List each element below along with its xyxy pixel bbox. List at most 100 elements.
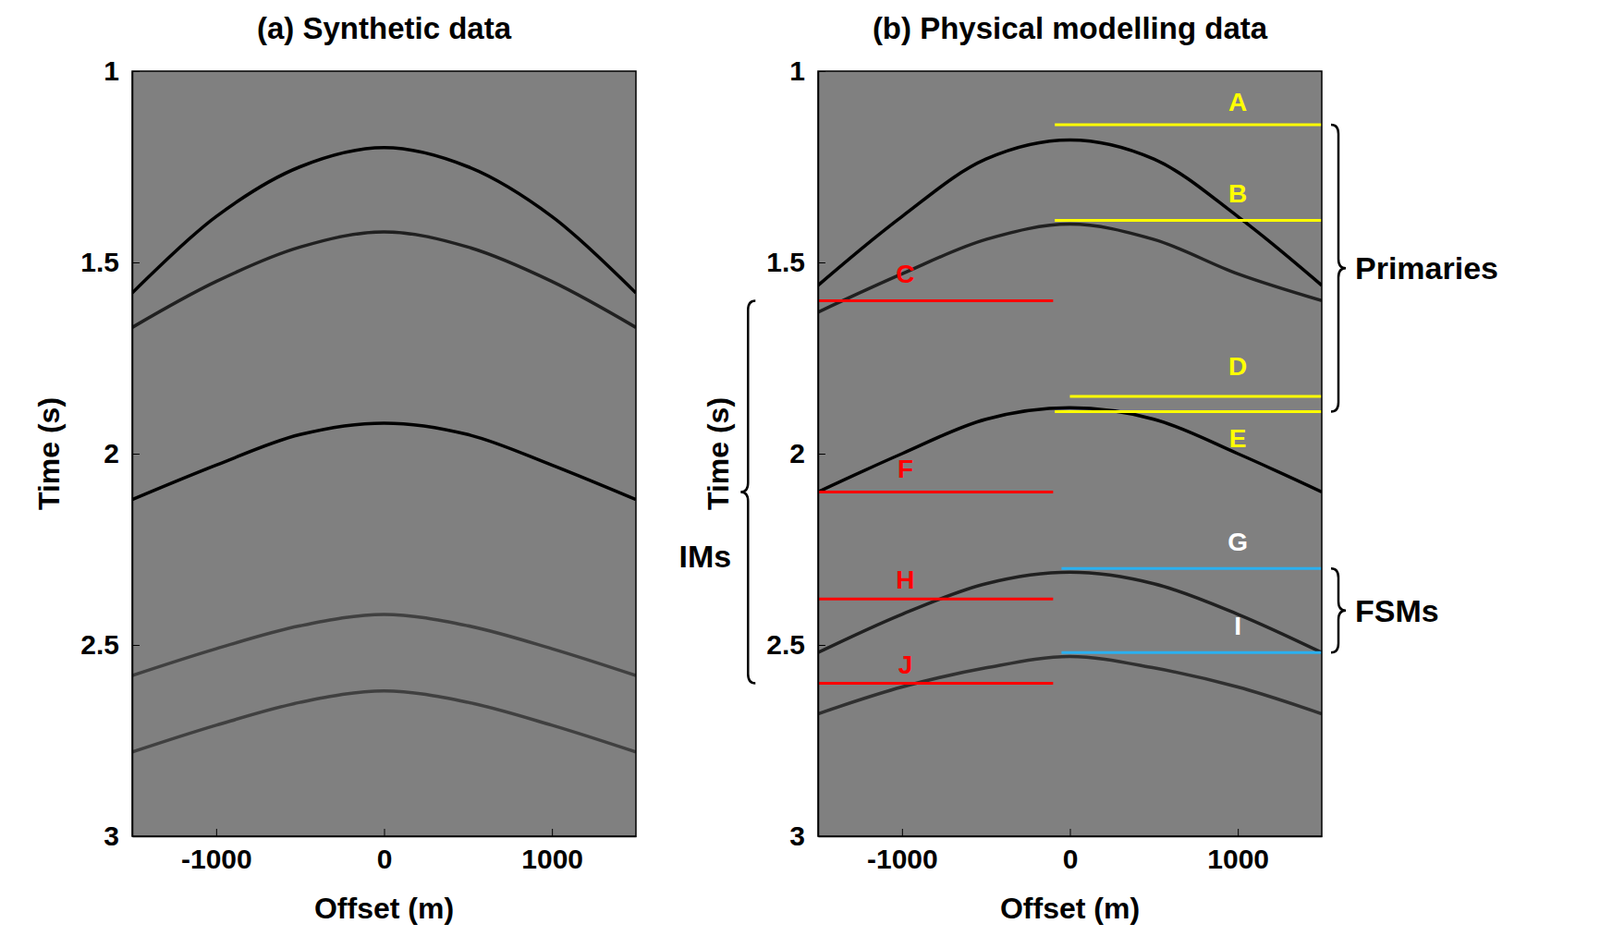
marker-line — [1054, 219, 1322, 222]
annotation: G — [1227, 527, 1248, 557]
marker-line — [1061, 651, 1322, 655]
tick: 1 — [103, 55, 140, 86]
tick-label: 0 — [1062, 843, 1079, 875]
tick-label: -1000 — [181, 843, 253, 875]
tick: 3 — [789, 820, 826, 852]
tick: 1 — [789, 55, 826, 86]
marker-line — [818, 598, 1053, 601]
event-line — [132, 232, 636, 329]
tick: 1000 — [521, 829, 584, 875]
tick-mark — [384, 829, 386, 837]
event-line — [132, 423, 636, 501]
panel: -1000 0 1000 1 1.5 2 2.5 3 (a) Synthetic data Off… — [32, 11, 636, 926]
event-line — [132, 614, 636, 676]
bracket — [740, 300, 756, 684]
tick-mark — [818, 71, 826, 73]
marker-line — [1061, 567, 1322, 571]
tick-label: 3 — [789, 820, 806, 852]
event-line — [818, 572, 1322, 653]
plot-frame — [818, 71, 1322, 837]
tick: 2.5 — [80, 629, 140, 660]
x-axis: -1000 0 1000 — [133, 829, 637, 875]
tick-label: 2.5 — [766, 629, 806, 660]
tick-label: 1 — [789, 55, 806, 86]
tick-mark — [1237, 829, 1239, 837]
event-line — [818, 407, 1322, 492]
annotation: J — [898, 650, 914, 680]
plot-area — [818, 124, 1322, 715]
tick: 1.5 — [80, 246, 140, 278]
bracket-label: Primaries — [1355, 250, 1499, 286]
panel: -10000100011.522.53(b) Physical modellin… — [679, 11, 1499, 926]
plot-area — [132, 147, 636, 753]
tick-mark — [132, 262, 140, 264]
tick-label: 1.5 — [80, 246, 120, 278]
figure: -1000 0 1000 1 1.5 2 2.5 3 (a) Synthetic data Off… — [0, 0, 1600, 936]
tick: -1000 — [181, 829, 253, 875]
plot-background — [132, 71, 636, 837]
marker-line — [1070, 394, 1323, 398]
tick-mark — [818, 453, 826, 455]
tick: 1.5 — [766, 246, 826, 278]
tick-label: -1000 — [867, 843, 939, 875]
tick-label: 0 — [377, 843, 393, 875]
y-axis-title: Time (s) — [701, 397, 735, 511]
marker-line — [818, 299, 1053, 303]
tick-mark — [818, 262, 826, 264]
tick-mark — [1070, 829, 1072, 837]
annotation: D — [1228, 352, 1247, 381]
tick: 2 — [103, 438, 140, 469]
plot-background — [818, 71, 1322, 837]
tick-mark — [132, 836, 140, 838]
marker-line — [1054, 122, 1322, 126]
x-axis-title: Offset (m) — [1000, 891, 1140, 926]
tick-mark — [132, 453, 140, 455]
marker-line — [818, 490, 1053, 494]
event-line — [818, 224, 1322, 313]
bracket — [1331, 124, 1346, 413]
marker-line — [818, 682, 1053, 685]
annotation: F — [897, 454, 914, 484]
y-axis-title: Time (s) — [32, 397, 66, 511]
annotation: I — [1233, 611, 1242, 641]
annotation: E — [1229, 424, 1247, 453]
event-line — [818, 656, 1322, 714]
marker-line — [1054, 410, 1322, 414]
tick-label: 2 — [789, 438, 806, 469]
bracket-label: IMs — [679, 538, 733, 575]
tick: 2.5 — [766, 629, 826, 660]
tick-mark — [132, 71, 140, 73]
tick-mark — [818, 645, 826, 647]
plot-frame — [132, 71, 636, 837]
tick-label: 2 — [103, 438, 120, 469]
tick-label: 1000 — [521, 843, 584, 875]
y-axis: 1 1.5 2 2.5 3 — [80, 55, 140, 852]
event-line — [132, 147, 636, 294]
annotation: H — [895, 565, 915, 595]
tick: 3 — [103, 820, 140, 852]
tick-label: 1 — [103, 55, 120, 86]
tick-label: 1.5 — [766, 246, 806, 278]
annotation: C — [895, 259, 915, 289]
tick: 0 — [1062, 829, 1079, 875]
tick: 0 — [377, 829, 393, 875]
tick: 2 — [789, 438, 826, 469]
tick-label: 2.5 — [80, 629, 120, 660]
event-line — [818, 140, 1322, 286]
tick-mark — [902, 829, 904, 837]
x-axis: -1000 0 1000 — [818, 829, 1323, 875]
y-axis: 1 1.5 2 2.5 3 — [766, 55, 826, 852]
bracket-label: FSMs — [1355, 593, 1440, 629]
tick-mark — [132, 645, 140, 647]
tick: 1000 — [1207, 829, 1270, 875]
chart-title: (a) Synthetic data — [256, 11, 513, 46]
tick: -1000 — [867, 829, 939, 875]
event-line — [132, 691, 636, 753]
annotation: B — [1228, 179, 1247, 208]
tick-mark — [551, 829, 553, 837]
x-axis-title: Offset (m) — [314, 891, 454, 926]
tick-mark — [818, 836, 826, 838]
tick-label: 3 — [103, 820, 120, 852]
tick-mark — [216, 829, 218, 837]
tick-label: 1000 — [1207, 843, 1270, 875]
